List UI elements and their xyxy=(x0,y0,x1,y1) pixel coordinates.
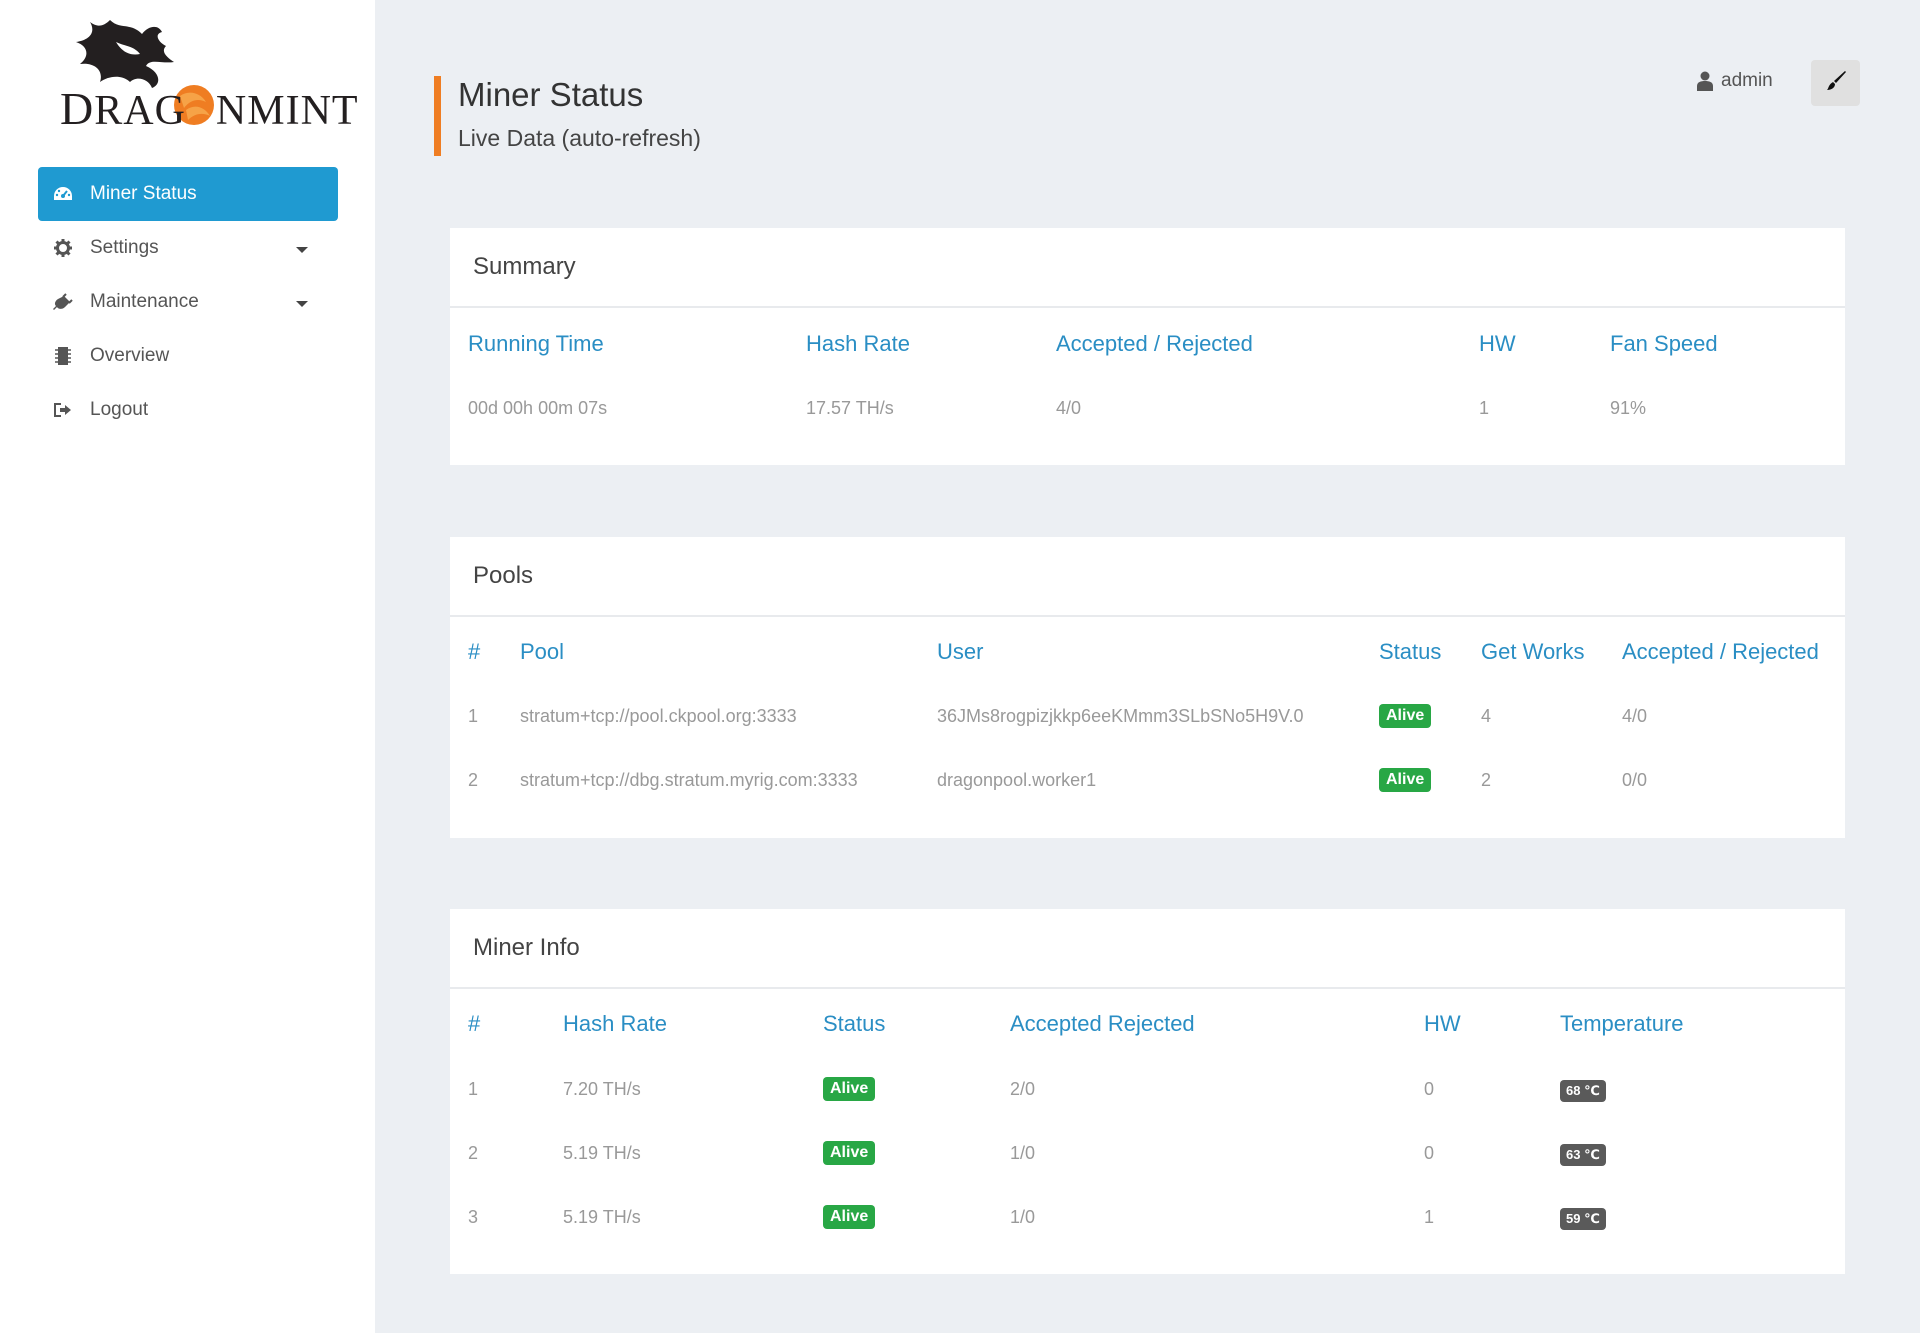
miner-accepted-rejected: 2/0 xyxy=(1010,1079,1036,1099)
user-menu[interactable]: admin xyxy=(1697,70,1773,92)
pool-user: dragonpool.worker1 xyxy=(937,770,1097,790)
miner-hw: 0 xyxy=(1424,1079,1435,1099)
dragonmint-logo[interactable]: DRAG NMINT xyxy=(50,12,358,134)
brush-icon xyxy=(1825,70,1847,97)
temperature-badge: 68 ℃ xyxy=(1560,1080,1606,1102)
logout-icon xyxy=(52,399,74,421)
hash-rate-value: 17.57 TH/s xyxy=(806,398,894,418)
user-icon xyxy=(1697,71,1713,91)
table-header: User xyxy=(937,639,984,664)
pools-panel: Pools # Pool User Status Get Works Accep… xyxy=(450,537,1845,838)
running-time-value: 00d 00h 00m 07s xyxy=(468,398,608,418)
pool-user: 36JMs8rogpizjkkp6eeKMmm3SLbSNo5H9V.0 xyxy=(937,706,1304,726)
miner-hw: 0 xyxy=(1424,1143,1435,1163)
sidebar-item-label: Miner Status xyxy=(90,183,197,204)
page-title: Miner Status xyxy=(458,76,644,113)
table-header: HW xyxy=(1479,331,1516,356)
panel-title: Pools xyxy=(450,537,1845,617)
dashboard-icon xyxy=(52,183,74,205)
theme-button[interactable] xyxy=(1811,60,1860,106)
logo-wordmark: DRAG NMINT xyxy=(60,83,359,134)
sidebar-item-label: Logout xyxy=(90,399,149,420)
pool-index: 2 xyxy=(468,770,479,790)
status-badge: Alive xyxy=(823,1205,876,1229)
table-header: Hash Rate xyxy=(806,331,910,356)
miner-hash-rate: 7.20 TH/s xyxy=(563,1079,641,1099)
miner-index: 2 xyxy=(468,1143,479,1163)
pool-url: stratum+tcp://dbg.stratum.myrig.com:3333 xyxy=(520,770,858,790)
sidebar-item-logout[interactable]: Logout xyxy=(38,383,338,437)
sidebar-item-overview[interactable]: Overview xyxy=(38,329,338,383)
table-header: Accepted / Rejected xyxy=(1056,331,1253,356)
table-header: Get Works xyxy=(1481,639,1585,664)
panel-title: Summary xyxy=(450,228,1845,308)
summary-panel: Summary Running Time Hash Rate Accepted … xyxy=(450,228,1845,465)
sidebar-item-settings[interactable]: Settings xyxy=(38,221,338,275)
chip-icon xyxy=(52,345,74,367)
chevron-down-icon[interactable] xyxy=(296,247,308,253)
miner-info-panel: Miner Info # Hash Rate Status Accepted R… xyxy=(450,909,1845,1274)
table-header: Status xyxy=(1379,639,1442,664)
table-header: # xyxy=(468,1011,481,1036)
fan-speed-value: 91% xyxy=(1610,398,1647,418)
gear-icon xyxy=(52,237,74,259)
status-badge: Alive xyxy=(823,1077,876,1101)
table-header: Status xyxy=(823,1011,886,1036)
status-badge: Alive xyxy=(1379,704,1432,728)
table-header: # xyxy=(468,639,481,664)
miner-accepted-rejected: 1/0 xyxy=(1010,1207,1036,1227)
pool-getworks: 2 xyxy=(1481,770,1492,790)
pool-index: 1 xyxy=(468,706,479,726)
status-badge: Alive xyxy=(823,1141,876,1165)
table-header: HW xyxy=(1424,1011,1461,1036)
miner-accepted-rejected: 1/0 xyxy=(1010,1143,1036,1163)
temperature-badge: 59 ℃ xyxy=(1560,1208,1606,1230)
miner-hash-rate: 5.19 TH/s xyxy=(563,1143,641,1163)
pool-accepted-rejected: 0/0 xyxy=(1622,770,1648,790)
sidebar: DRAG NMINT Miner Status Settings Maintena… xyxy=(0,0,375,1333)
dragon-emblem-icon xyxy=(76,20,214,125)
pool-getworks: 4 xyxy=(1481,706,1492,726)
hw-value: 1 xyxy=(1479,398,1490,418)
miner-index: 3 xyxy=(468,1207,479,1227)
plug-icon xyxy=(52,291,74,313)
table-header: Fan Speed xyxy=(1610,331,1718,356)
accepted-rejected-value: 4/0 xyxy=(1056,398,1082,418)
miner-hw: 1 xyxy=(1424,1207,1435,1227)
miner-index: 1 xyxy=(468,1079,479,1099)
table-header: Hash Rate xyxy=(563,1011,667,1036)
pool-accepted-rejected: 4/0 xyxy=(1622,706,1648,726)
table-header: Running Time xyxy=(468,331,604,356)
sidebar-item-label: Settings xyxy=(90,237,159,258)
chevron-down-icon[interactable] xyxy=(296,301,308,307)
table-header: Pool xyxy=(520,639,565,664)
miner-hash-rate: 5.19 TH/s xyxy=(563,1207,641,1227)
sidebar-item-miner-status[interactable]: Miner Status xyxy=(38,167,338,221)
sidebar-nav: Miner Status Settings Maintenance Overvi… xyxy=(38,167,338,437)
table-header: Accepted Rejected xyxy=(1010,1011,1195,1036)
sidebar-item-maintenance[interactable]: Maintenance xyxy=(38,275,338,329)
pool-url: stratum+tcp://pool.ckpool.org:3333 xyxy=(520,706,797,726)
username: admin xyxy=(1721,70,1773,91)
sidebar-item-label: Overview xyxy=(90,345,170,366)
header-accent-bar xyxy=(434,76,441,156)
temperature-badge: 63 ℃ xyxy=(1560,1144,1606,1166)
panel-title: Miner Info xyxy=(450,909,1845,989)
page-subtitle: Live Data (auto-refresh) xyxy=(458,125,701,151)
status-badge: Alive xyxy=(1379,768,1432,792)
sidebar-item-label: Maintenance xyxy=(90,291,199,312)
table-header: Temperature xyxy=(1560,1011,1684,1036)
table-header: Accepted / Rejected xyxy=(1622,639,1819,664)
